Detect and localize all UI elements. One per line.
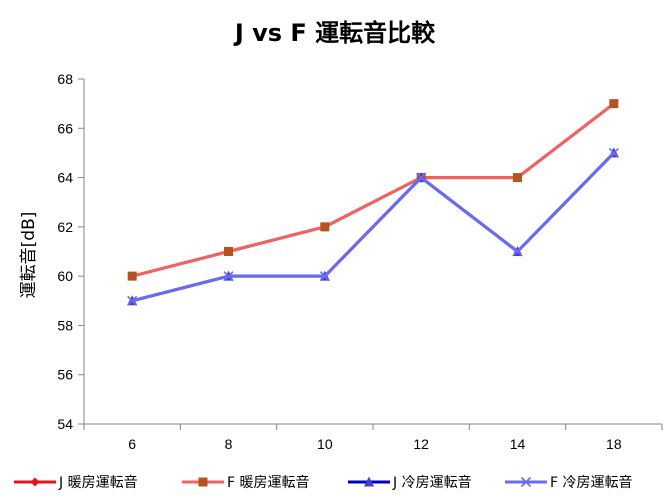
data-point-stroke bbox=[512, 246, 523, 257]
data-point-stroke bbox=[319, 271, 330, 282]
data-point bbox=[520, 476, 532, 488]
legend-label: F 冷房運転音 bbox=[550, 474, 633, 491]
legend-label: F 暖房運転音 bbox=[227, 474, 310, 491]
series-layer bbox=[127, 99, 619, 306]
data-point-stroke bbox=[416, 172, 427, 183]
data-point bbox=[198, 477, 208, 487]
series-1 bbox=[127, 99, 619, 281]
y-tick-label: 54 bbox=[57, 416, 73, 432]
data-point bbox=[608, 147, 619, 158]
series-line bbox=[131, 102, 615, 278]
data-point-stroke bbox=[520, 476, 532, 488]
legend-item-4: F 冷房運転音 bbox=[505, 474, 633, 491]
y-tick-label: 68 bbox=[57, 71, 73, 87]
x-tick-label: 14 bbox=[510, 436, 526, 452]
data-point bbox=[320, 222, 330, 232]
legend-label: J 冷房運転音 bbox=[392, 474, 472, 491]
y-tick-label: 64 bbox=[57, 170, 73, 186]
y-tick-label: 56 bbox=[57, 367, 73, 383]
legend-label: J 暖房運転音 bbox=[58, 474, 138, 491]
chart-title: J vs F 運転音比較 bbox=[233, 19, 436, 47]
y-tick-label: 58 bbox=[57, 317, 73, 333]
data-point bbox=[512, 246, 523, 257]
legend-item-3: J 冷房運転音 bbox=[348, 474, 472, 491]
series-2 bbox=[127, 99, 619, 281]
legend: J 暖房運転音 F 暖房運転音 J 冷房運転音 F 冷房運転音 bbox=[14, 474, 633, 491]
data-point bbox=[127, 271, 137, 281]
data-point bbox=[319, 271, 330, 282]
legend-item-2: F 暖房運転音 bbox=[182, 474, 310, 491]
data-point bbox=[416, 172, 427, 183]
series-line bbox=[131, 102, 615, 278]
legend-item-1: J 暖房運転音 bbox=[14, 474, 138, 491]
data-point bbox=[30, 477, 40, 487]
series-line bbox=[131, 151, 615, 303]
data-point bbox=[127, 295, 138, 306]
data-point-stroke bbox=[608, 147, 619, 158]
y-tick-label: 66 bbox=[57, 120, 73, 136]
data-point-stroke bbox=[223, 271, 234, 282]
x-tick-label: 18 bbox=[606, 436, 622, 452]
x-tick-label: 6 bbox=[128, 436, 136, 452]
data-point bbox=[364, 476, 374, 487]
y-tick-label: 60 bbox=[57, 268, 73, 284]
data-point bbox=[513, 173, 522, 183]
data-point-stroke bbox=[127, 295, 138, 306]
y-axis-label: 運転音[dB] bbox=[19, 212, 39, 299]
data-point bbox=[609, 99, 619, 109]
data-point bbox=[224, 247, 233, 256]
data-point bbox=[223, 271, 234, 282]
x-tick-label: 8 bbox=[225, 436, 233, 452]
x-tick-label: 12 bbox=[413, 436, 429, 452]
y-tick-label: 62 bbox=[57, 219, 73, 235]
series-4 bbox=[127, 147, 619, 306]
x-tick-label: 10 bbox=[317, 436, 333, 452]
